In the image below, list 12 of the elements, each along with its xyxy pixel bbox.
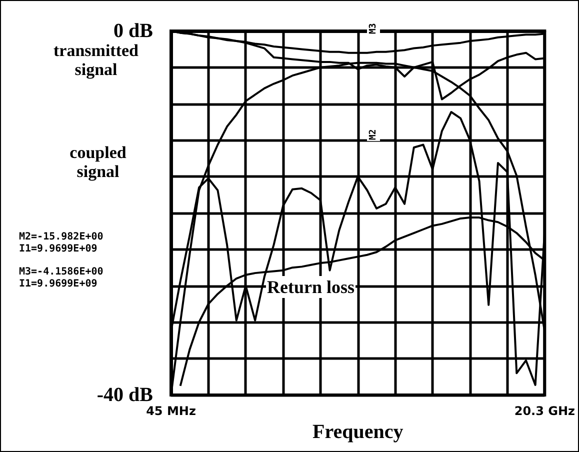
annotation: M3: [368, 23, 378, 34]
y-tick-label: -40 dB: [96, 384, 153, 406]
annotation: M2: [368, 129, 378, 140]
text: M3=-4.1586E+00 I1=9.9699E+09: [19, 266, 104, 290]
x-tick-label: 45 MHz: [146, 404, 196, 418]
text: M2=-15.982E+00 I1=9.9699E+09: [19, 232, 104, 254]
y-tick-label: 0 dB: [114, 20, 153, 42]
annotation: Return loss: [267, 277, 355, 297]
x-axis-title: Frequency: [312, 420, 404, 443]
x-tick-label: 20.3 GHz: [514, 404, 576, 418]
text: coupled signal: [70, 143, 127, 181]
text: transmitted signal: [54, 41, 140, 79]
